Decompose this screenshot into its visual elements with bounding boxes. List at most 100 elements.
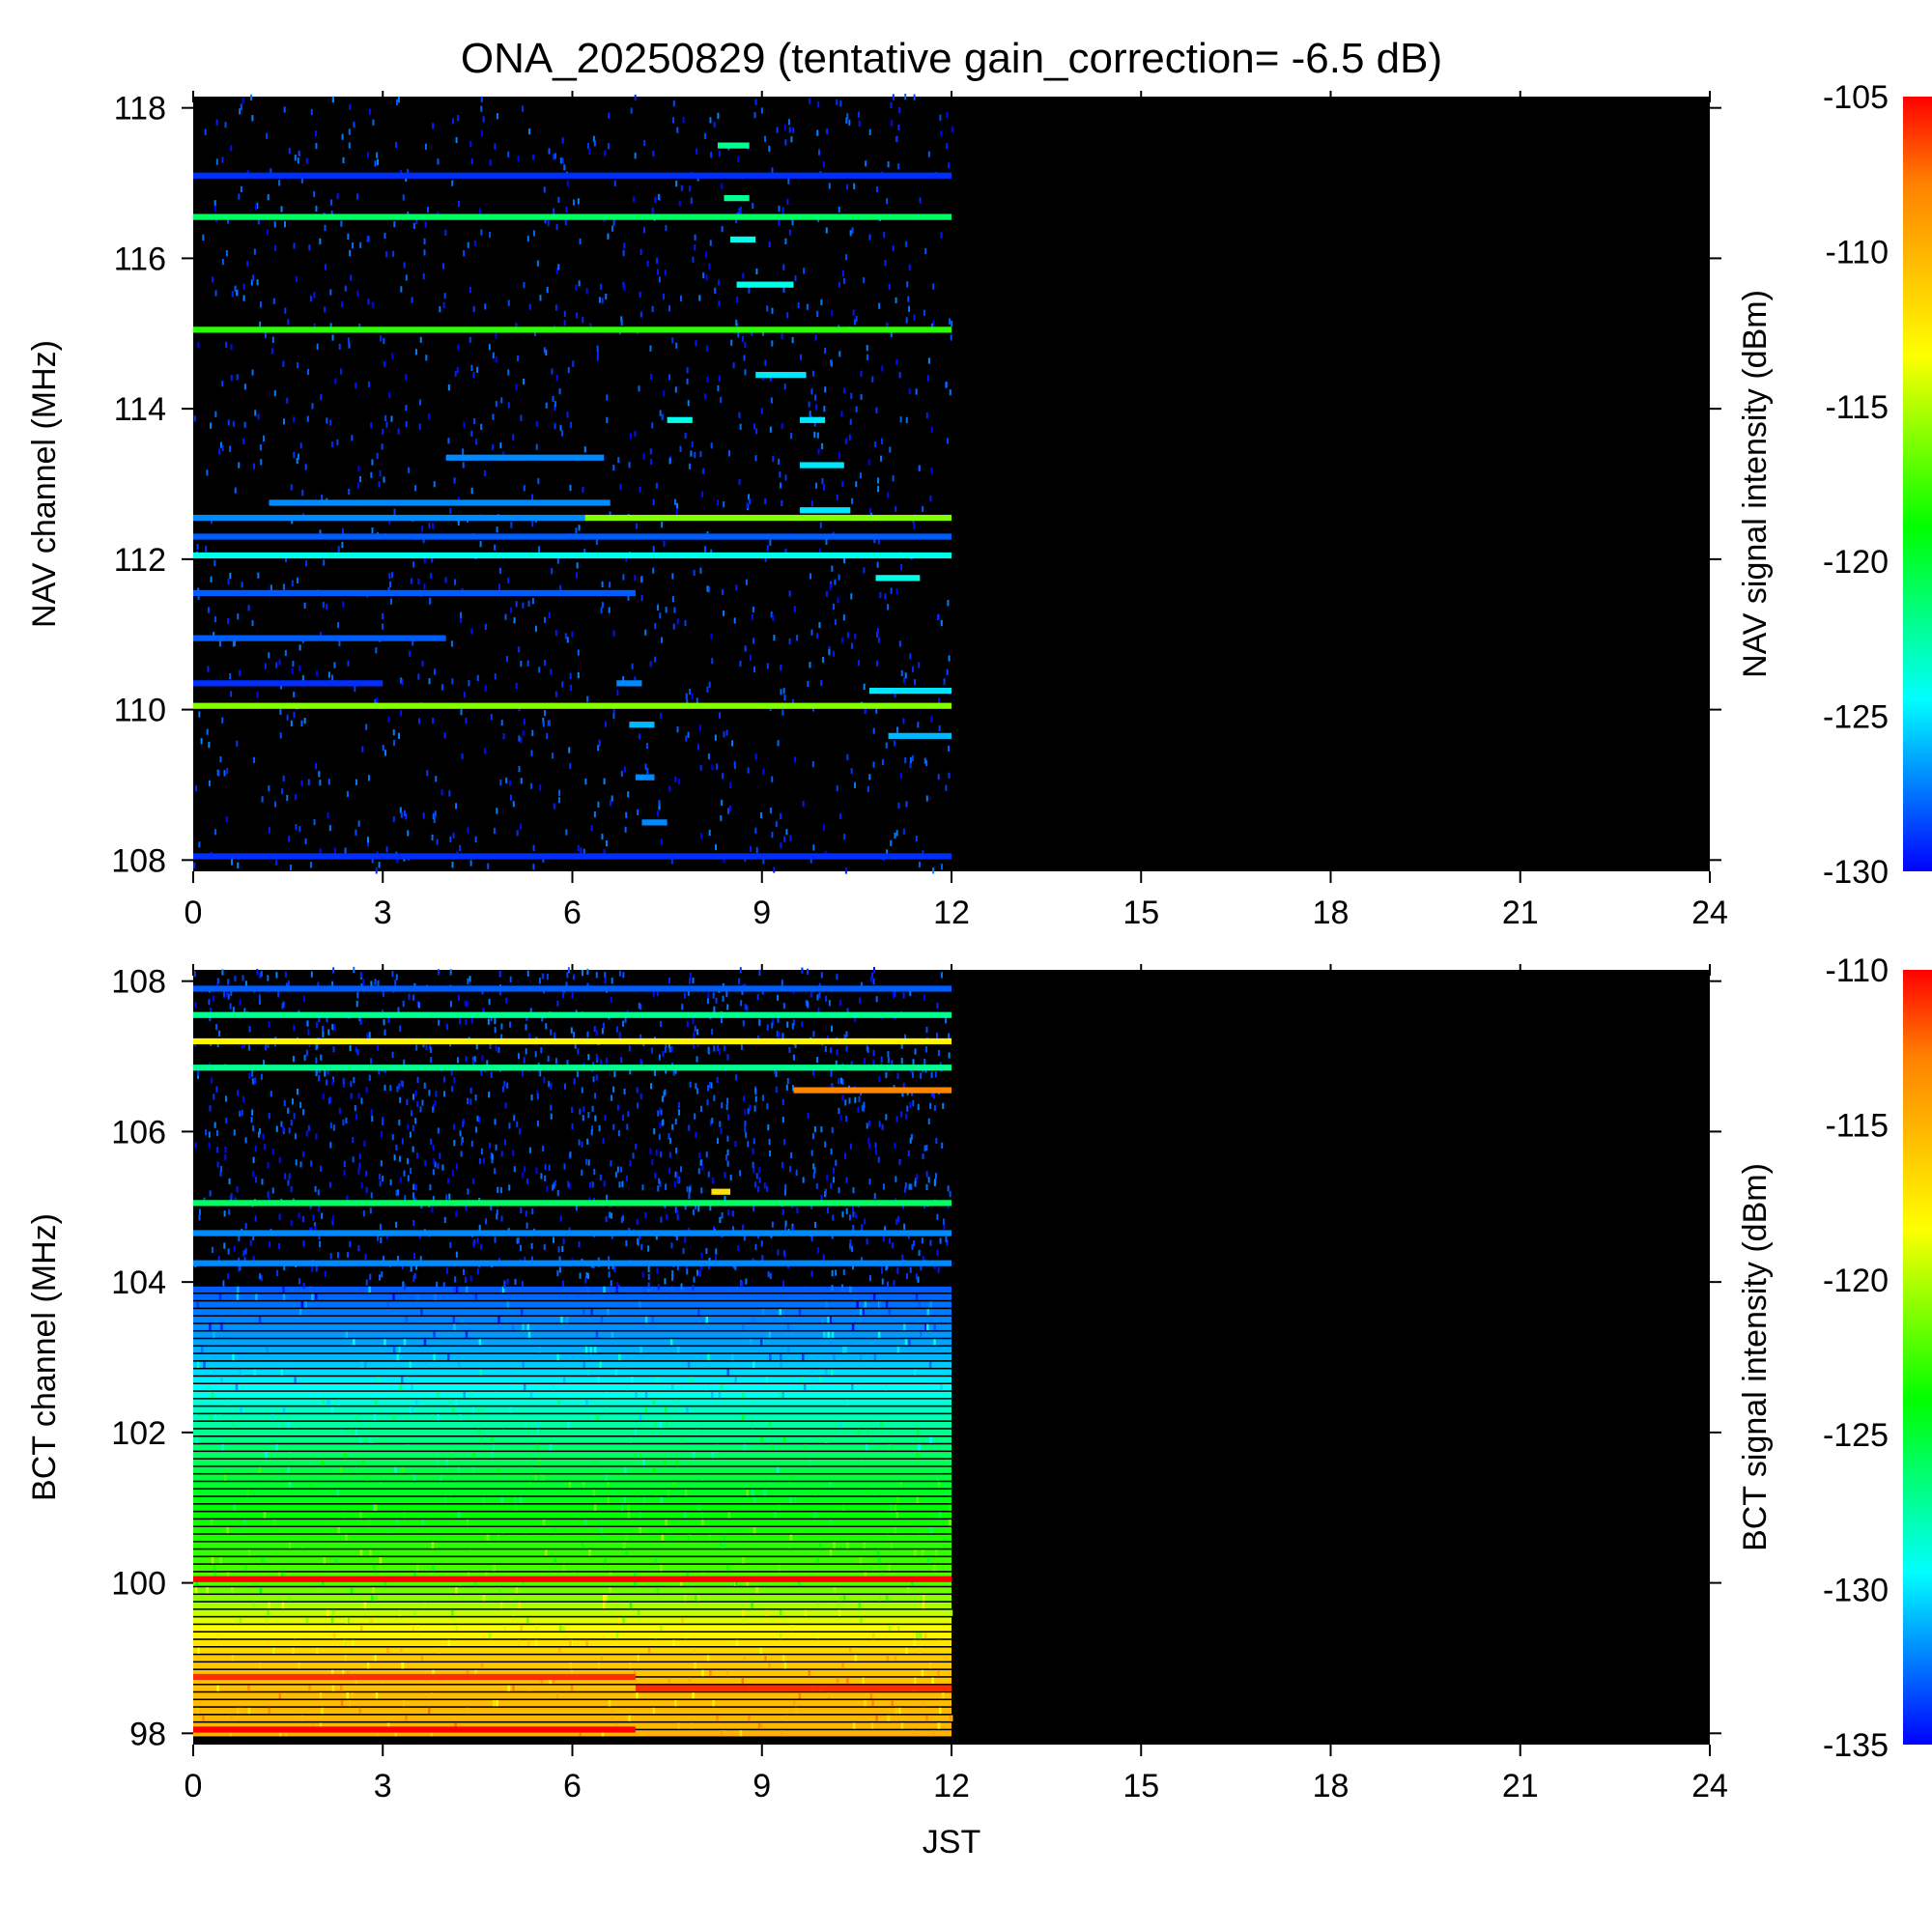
heatmap-cell [365, 1474, 369, 1481]
noise-cell [257, 572, 260, 579]
noise-cell [573, 1031, 576, 1038]
noise-cell [696, 148, 698, 155]
noise-cell [224, 122, 227, 128]
noise-cell [714, 843, 717, 851]
noise-cell [514, 1278, 517, 1286]
heatmap-cell [472, 1452, 475, 1459]
noise-cell [818, 149, 821, 156]
noise-cell [611, 1233, 613, 1239]
noise-cell [905, 801, 908, 808]
noise-cell [914, 1180, 917, 1187]
noise-cell [880, 455, 883, 462]
noise-cell [488, 344, 491, 351]
noise-cell [244, 1137, 247, 1144]
noise-cell [708, 1263, 711, 1270]
noise-cell [391, 571, 394, 579]
noise-cell [340, 368, 343, 375]
noise-cell [522, 729, 525, 736]
noise-cell [348, 489, 351, 496]
heatmap-cell [861, 1459, 865, 1466]
noise-cell [779, 812, 781, 820]
noise-cell [845, 1115, 848, 1122]
heatmap-cell [231, 1421, 235, 1429]
noise-cell [947, 600, 950, 607]
noise-cell [754, 827, 757, 834]
noise-cell [496, 1213, 498, 1220]
heatmap-cell [197, 1647, 200, 1654]
noise-cell [598, 1124, 601, 1132]
heatmap-cell [556, 1353, 559, 1361]
noise-cell [233, 1129, 236, 1136]
noise-cell [531, 729, 534, 736]
noise-cell [464, 692, 467, 698]
noise-cell [788, 127, 791, 133]
noise-cell [243, 1041, 245, 1048]
noise-cell [239, 999, 242, 1006]
heatmap-cell [629, 1602, 633, 1609]
channel-band [868, 688, 952, 695]
noise-cell [472, 305, 475, 313]
y-tick-label: 98 [129, 1716, 166, 1752]
noise-cell [920, 1072, 923, 1079]
heatmap-cell [584, 1347, 588, 1353]
noise-cell [731, 740, 734, 747]
noise-cell [622, 281, 625, 288]
noise-cell [923, 994, 925, 1001]
noise-cell [355, 382, 357, 389]
heatmap-cell [624, 1466, 627, 1473]
noise-cell [737, 156, 740, 162]
noise-cell [223, 1210, 226, 1217]
heatmap-cell [639, 1526, 642, 1534]
noise-cell [822, 656, 825, 664]
heatmap-cell [900, 1722, 904, 1729]
heatmap-cell [261, 1557, 265, 1564]
noise-cell [831, 1126, 834, 1134]
heatmap-cell [937, 1722, 941, 1729]
noise-cell [587, 1159, 590, 1166]
noise-cell [778, 458, 781, 466]
noise-cell [791, 698, 794, 705]
noise-cell [693, 1032, 696, 1038]
heatmap-cell [625, 1549, 628, 1556]
noise-cell [694, 244, 696, 251]
noise-cell [791, 336, 794, 344]
noise-cell [860, 393, 863, 401]
noise-cell [711, 1028, 714, 1036]
heatmap-cell [394, 1466, 397, 1473]
noise-cell [423, 1082, 426, 1089]
noise-cell [668, 305, 670, 312]
heatmap-cell [445, 1459, 448, 1466]
noise-cell [909, 1266, 912, 1273]
noise-cell [494, 544, 497, 551]
noise-cell [706, 1099, 709, 1106]
noise-cell [707, 1085, 710, 1092]
noise-cell [221, 258, 224, 266]
heatmap-cell [522, 1579, 525, 1586]
noise-cell [807, 1112, 810, 1119]
heatmap-cell [778, 1564, 781, 1572]
heatmap-cell [360, 1361, 363, 1368]
heatmap-cell [633, 1579, 637, 1586]
noise-cell [412, 639, 414, 646]
noise-cell [725, 729, 728, 736]
noise-cell [329, 289, 332, 296]
noise-cell [872, 727, 875, 734]
heatmap-cell [497, 1466, 500, 1473]
noise-cell [436, 838, 439, 845]
noise-cell [289, 865, 292, 871]
noise-cell [740, 1279, 743, 1287]
noise-cell [290, 1186, 293, 1193]
heatmap-cell [787, 1542, 790, 1548]
noise-cell [721, 799, 724, 807]
noise-cell [528, 303, 531, 310]
noise-cell [945, 784, 948, 791]
noise-cell [530, 1256, 533, 1263]
noise-cell [572, 360, 575, 367]
noise-cell [627, 791, 630, 798]
heatmap-cell [741, 1323, 745, 1330]
heatmap-cell [874, 1490, 877, 1496]
heatmap-cell [431, 1414, 435, 1421]
heatmap-cell [888, 1309, 892, 1316]
noise-cell [300, 780, 303, 786]
noise-cell [251, 274, 254, 281]
